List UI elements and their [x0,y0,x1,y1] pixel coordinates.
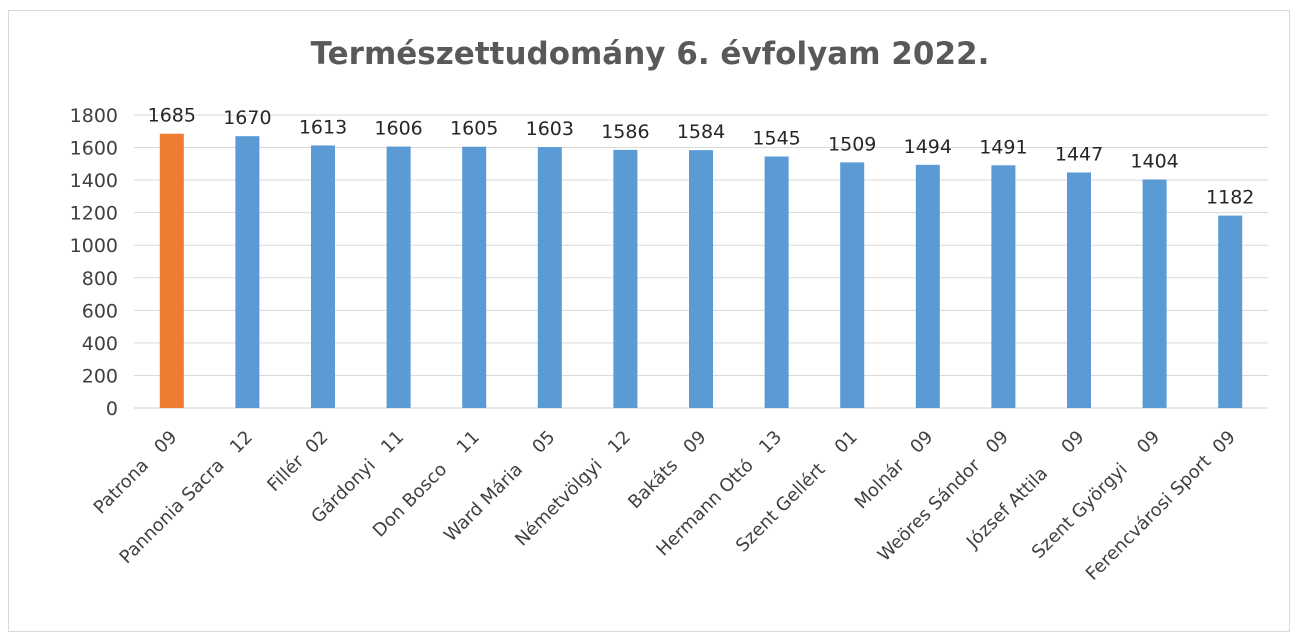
data-label: 1447 [1055,143,1103,165]
bar [235,136,260,408]
bar [689,150,713,408]
bar [613,149,638,408]
y-tick-label: 1200 [70,203,118,225]
y-tick-label: 200 [82,365,118,387]
data-label: 1605 [450,118,498,140]
data-label: 1494 [904,136,952,158]
data-label: 1685 [148,105,196,127]
data-label: 1584 [677,121,725,143]
bar [840,162,865,408]
data-label: 1491 [979,136,1027,158]
y-tick-label: 1400 [70,170,118,192]
bar [386,146,411,408]
y-tick-label: 1600 [70,138,118,160]
data-label: 1586 [601,121,649,143]
y-tick-label: 600 [82,300,118,322]
y-tick-label: 800 [82,268,118,290]
category-label: Szent Györgyi 09 [1028,427,1164,563]
bar [1067,172,1091,408]
bar [311,145,335,408]
data-label: 1182 [1206,187,1254,209]
category-label: Pannonia Sacra 12 [116,427,257,568]
chart-title: Természettudomány 6. évfolyam 2022. [310,36,990,72]
category-label: Weöres Sándor 09 [874,427,1013,566]
category-label: Hermann Ottó 13 [652,427,786,561]
bar [462,146,487,408]
bar [991,165,1016,408]
bar [159,133,184,408]
data-label: 1509 [828,133,876,155]
category-label: Fillér 02 [263,427,332,496]
data-label: 1603 [526,118,574,140]
bar [537,147,562,409]
y-tick-label: 1800 [70,105,118,127]
data-label: 1606 [374,118,422,140]
data-label: 1545 [752,128,800,150]
bar [1218,215,1243,408]
y-tick-label: 1000 [70,235,118,257]
category-label: Ferencvárosi Sport 09 [1082,427,1240,585]
y-tick-label: 400 [82,333,118,355]
data-label: 1670 [223,107,271,129]
bar [1142,179,1167,408]
y-tick-label: 0 [106,398,118,420]
bar [915,164,940,408]
data-label: 1404 [1130,150,1178,172]
data-label: 1613 [299,116,347,138]
bar [764,156,789,408]
